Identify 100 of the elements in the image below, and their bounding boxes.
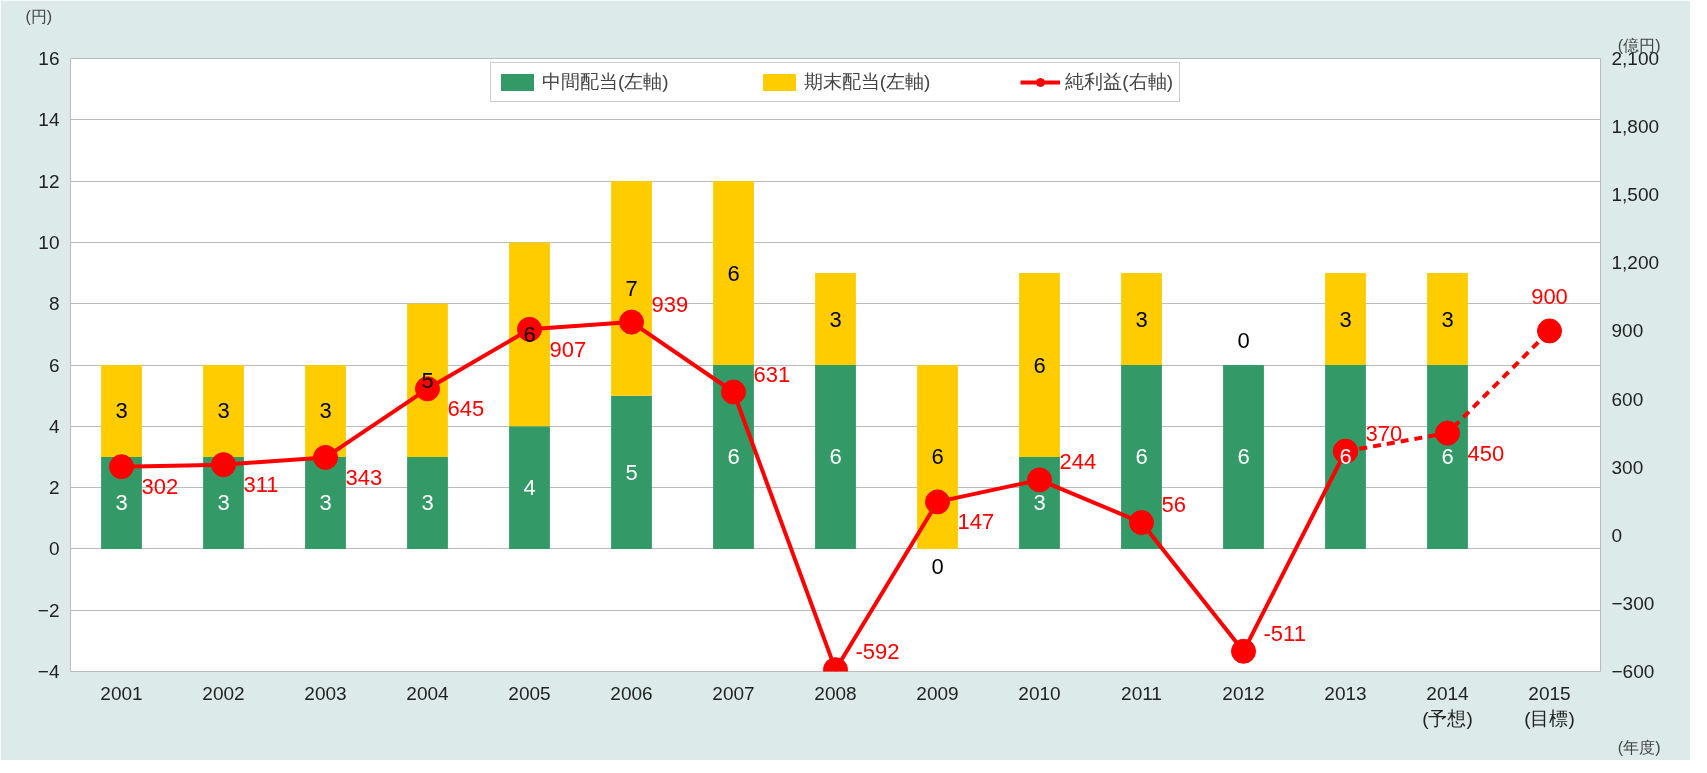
data-label: 939 bbox=[651, 291, 689, 317]
data-label: 6 bbox=[727, 444, 740, 470]
data-label: 3 bbox=[1135, 306, 1148, 332]
y2-tick-label: −300 bbox=[1611, 592, 1655, 614]
data-label: 450 bbox=[1467, 440, 1505, 466]
data-label: 343 bbox=[345, 464, 383, 490]
x-tick-label: 2003 bbox=[304, 682, 347, 704]
bar bbox=[713, 365, 754, 549]
bar bbox=[101, 365, 142, 457]
x-tick-label: 2012 bbox=[1222, 682, 1265, 704]
y-tick-label: 0 bbox=[48, 538, 60, 560]
x-tick-label: 2008 bbox=[814, 682, 857, 704]
y2-tick-label: 1,800 bbox=[1611, 116, 1660, 138]
annotation: 0 bbox=[931, 553, 944, 579]
data-label: 6 bbox=[829, 444, 842, 470]
point bbox=[1231, 638, 1256, 664]
data-label: 6 bbox=[931, 444, 944, 470]
data-label: 56 bbox=[1161, 492, 1186, 518]
x-tick-label: 2002 bbox=[202, 682, 245, 704]
x-tick-label: 2007 bbox=[712, 682, 755, 704]
data-label: 3 bbox=[115, 490, 128, 516]
bar bbox=[1121, 365, 1162, 549]
bar bbox=[611, 395, 652, 549]
bar bbox=[611, 181, 652, 396]
bar bbox=[1325, 365, 1366, 549]
bar bbox=[305, 365, 346, 457]
data-label: 631 bbox=[753, 361, 791, 387]
y2-tick-label: 900 bbox=[1611, 320, 1644, 342]
x-tick-label: 2005 bbox=[508, 682, 551, 704]
x-tick-label: 2010 bbox=[1018, 682, 1061, 704]
x-tick-label: 2001 bbox=[100, 682, 143, 704]
bar bbox=[509, 242, 550, 427]
x-axis-title: (年度) bbox=[1617, 738, 1661, 756]
x-tick-label: 2009 bbox=[916, 682, 959, 704]
y2-tick-label: 300 bbox=[1611, 456, 1644, 478]
bar bbox=[1223, 365, 1264, 549]
point bbox=[721, 379, 746, 405]
point bbox=[1435, 420, 1460, 446]
bar bbox=[917, 365, 958, 549]
bar bbox=[203, 365, 244, 457]
data-label: 3 bbox=[319, 398, 332, 424]
data-label: 3 bbox=[1441, 306, 1454, 332]
y-tick-label: 10 bbox=[38, 231, 60, 253]
y2-tick-label: 1,200 bbox=[1611, 252, 1660, 274]
data-label: 3 bbox=[829, 306, 842, 332]
bar bbox=[407, 303, 448, 457]
data-label: 6 bbox=[1135, 444, 1148, 470]
bar bbox=[815, 273, 856, 365]
x-tick-label: 2015 (目標) bbox=[1524, 682, 1575, 729]
data-label: 6 bbox=[523, 321, 536, 347]
bar bbox=[1325, 273, 1366, 365]
y-tick-label: 8 bbox=[48, 293, 60, 315]
data-label: 302 bbox=[141, 474, 179, 500]
y-tick-label: −2 bbox=[37, 599, 60, 621]
data-label: 3 bbox=[115, 398, 128, 424]
data-label: 6 bbox=[1339, 444, 1352, 470]
bar bbox=[1121, 273, 1162, 365]
data-label: 370 bbox=[1365, 420, 1403, 446]
legend-label: 中間配当(左軸) bbox=[542, 70, 669, 94]
data-label: 3 bbox=[217, 490, 230, 516]
data-label: 5 bbox=[625, 459, 638, 485]
x-tick-label: 2006 bbox=[610, 682, 653, 704]
y2-tick-label: 1,500 bbox=[1611, 184, 1660, 206]
data-label: 3 bbox=[319, 490, 332, 516]
point bbox=[211, 452, 236, 478]
point bbox=[1129, 510, 1154, 536]
y-tick-label: −4 bbox=[37, 661, 60, 682]
data-label: 6 bbox=[1237, 444, 1250, 470]
point bbox=[619, 309, 644, 335]
data-label: 244 bbox=[1059, 449, 1097, 475]
data-label: 311 bbox=[243, 472, 279, 498]
data-label: -511 bbox=[1263, 620, 1306, 646]
bar bbox=[509, 426, 550, 549]
x-tick-label: 2004 bbox=[406, 682, 450, 704]
data-label: 645 bbox=[447, 396, 485, 422]
data-label: 907 bbox=[549, 336, 587, 362]
x-tick-label: 2011 bbox=[1121, 682, 1162, 704]
data-label: 3 bbox=[421, 490, 434, 516]
data-label: -592 bbox=[855, 639, 900, 665]
data-label: 0 bbox=[1237, 327, 1250, 353]
y-tick-label: 16 bbox=[38, 48, 60, 69]
y-tick-label: 2 bbox=[48, 477, 60, 499]
bar bbox=[1427, 273, 1468, 365]
y2-tick-label: 0 bbox=[1611, 524, 1623, 546]
x-tick-label: 2013 bbox=[1324, 682, 1367, 704]
point bbox=[109, 454, 134, 480]
x-tick-label: 2014 (予想) bbox=[1422, 682, 1473, 729]
point bbox=[925, 489, 950, 515]
point bbox=[313, 444, 338, 470]
y2-tick-label: 600 bbox=[1611, 388, 1644, 410]
bar bbox=[713, 181, 754, 365]
data-label: 4 bbox=[523, 475, 536, 501]
y-tick-label: 12 bbox=[38, 170, 60, 192]
y-tick-label: 6 bbox=[48, 354, 60, 376]
data-label: 3 bbox=[1033, 490, 1046, 516]
data-label: 3 bbox=[1339, 306, 1352, 332]
data-label: 6 bbox=[1441, 444, 1454, 470]
bar bbox=[815, 365, 856, 549]
bar bbox=[305, 456, 346, 549]
data-label: 7 bbox=[625, 275, 638, 301]
